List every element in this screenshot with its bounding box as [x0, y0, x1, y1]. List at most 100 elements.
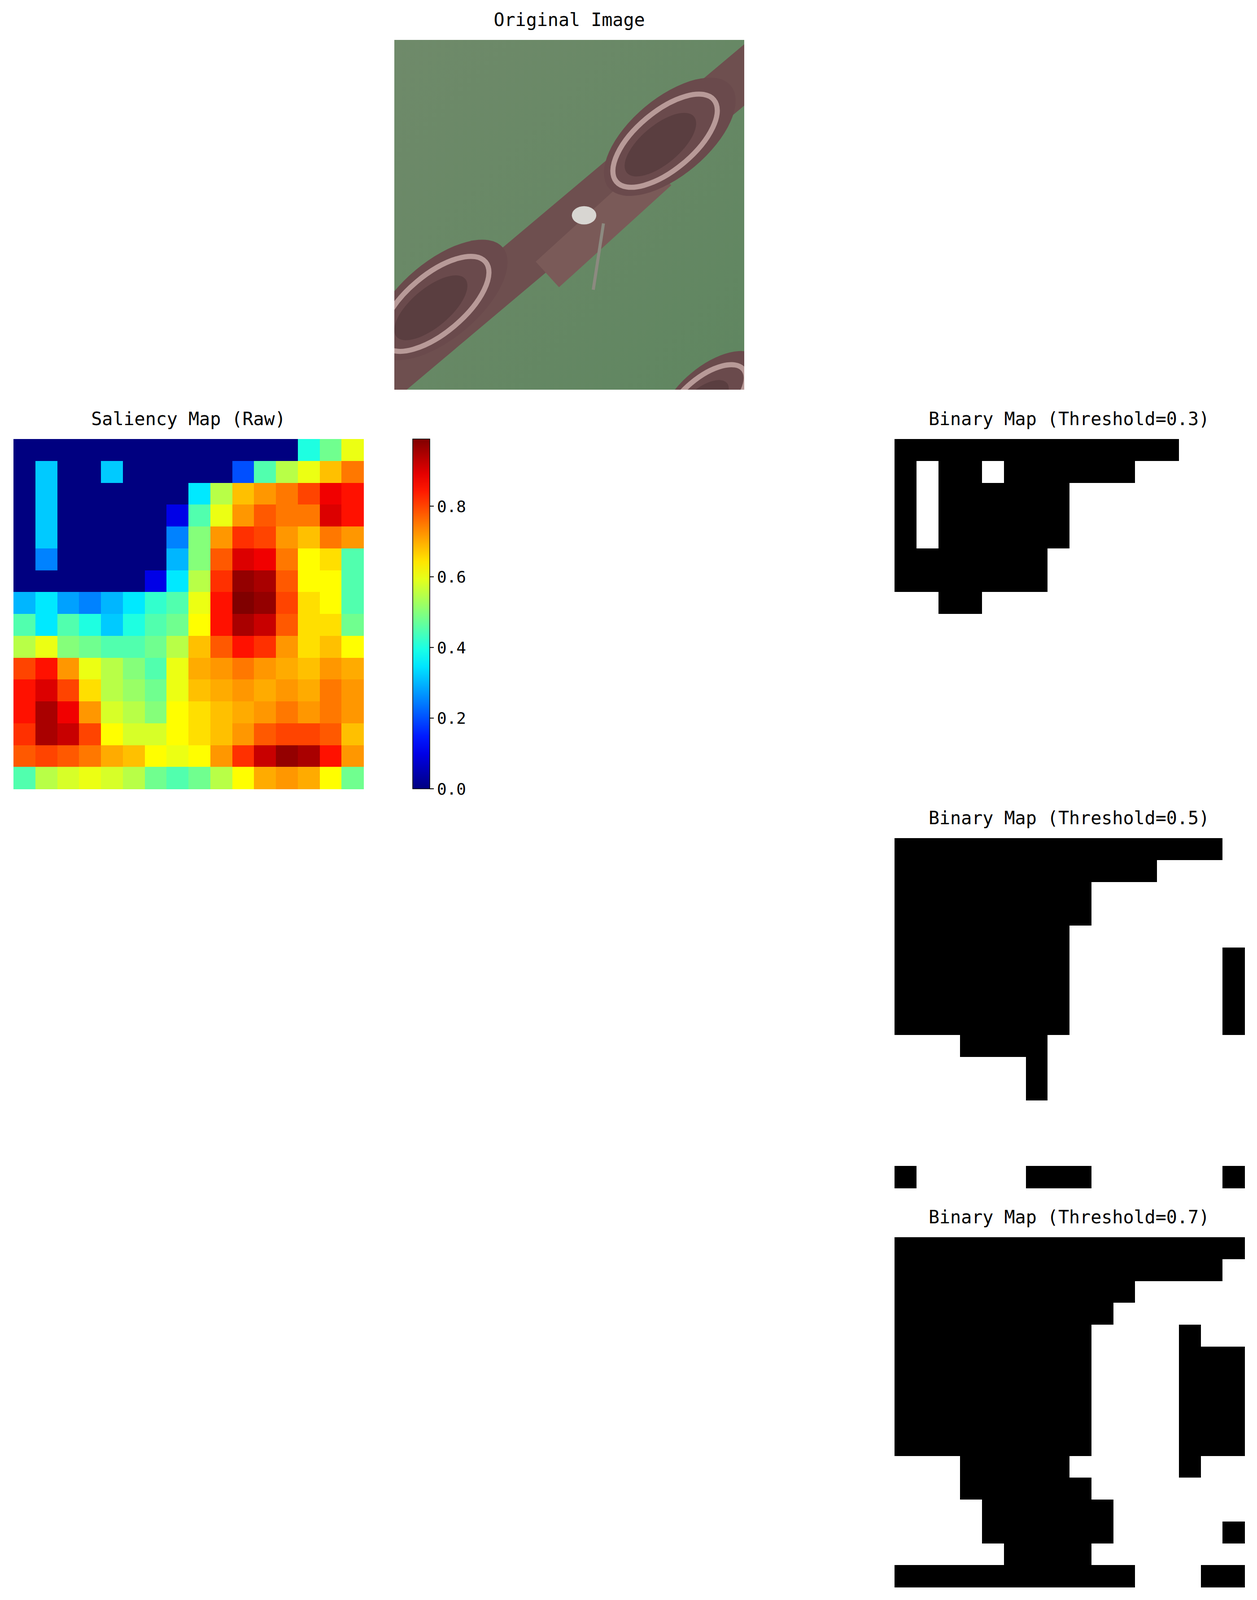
colorbar-tick [429, 506, 434, 507]
binary-cell [1134, 838, 1157, 861]
binary-cell [1222, 1347, 1245, 1370]
binary-cell [1222, 1281, 1245, 1304]
heat-cell [166, 461, 189, 484]
binary-cell [938, 882, 961, 905]
binary-cell [894, 1281, 917, 1304]
binary-cell [1200, 1259, 1223, 1282]
binary-cell [1156, 991, 1179, 1014]
binary-cell [1025, 925, 1048, 948]
heat-cell [188, 636, 211, 659]
binary-cell [1134, 947, 1157, 970]
heat-cell [341, 723, 364, 746]
binary-cell [982, 903, 1004, 926]
binary-cell [1156, 1237, 1179, 1260]
binary-cell [1200, 1565, 1223, 1588]
binary-cell [938, 570, 961, 593]
binary-cell [1134, 526, 1157, 549]
binary-cell [1156, 838, 1179, 861]
heat-cell [232, 679, 255, 702]
binary-cell [1200, 1390, 1223, 1413]
binary-cell [1200, 1434, 1223, 1457]
binary-cell [1200, 925, 1223, 948]
colorbar-tick-label: 0.2 [436, 709, 467, 728]
binary-cell [1091, 1100, 1114, 1123]
binary-cell [982, 504, 1004, 527]
panel-title: Binary Map (Threshold=0.3) [928, 408, 1210, 430]
binary-cell [1156, 1456, 1179, 1479]
binary-cell [1025, 991, 1048, 1014]
binary-cell [1222, 439, 1245, 462]
binary-cell [916, 1100, 939, 1123]
heat-cell [144, 461, 167, 484]
heat-cell [232, 592, 255, 615]
binary-cell [960, 483, 983, 506]
binary-cell [1047, 1565, 1070, 1588]
colorbar [412, 439, 430, 790]
heat-cell [210, 570, 233, 593]
binary-cell [960, 1144, 983, 1167]
heat-cell [275, 483, 298, 506]
binary-cell [1047, 592, 1070, 615]
binary-cell [1178, 1100, 1201, 1123]
binary-cell [1134, 483, 1157, 506]
heat-cell [57, 592, 80, 615]
binary-cell [1069, 679, 1092, 702]
binary-cell [1003, 1259, 1026, 1282]
binary-cell [1178, 570, 1201, 593]
binary-cell [938, 838, 961, 861]
binary-cell [1003, 1078, 1026, 1101]
binary-cell [1069, 570, 1092, 593]
heat-cell [144, 767, 167, 790]
binary-cell [1222, 1390, 1245, 1413]
binary-cell [1200, 1303, 1223, 1326]
binary-cell [1200, 1369, 1223, 1392]
panel-title: Binary Map (Threshold=0.5) [928, 807, 1210, 829]
heat-cell [319, 636, 342, 659]
binary-cell [1025, 1144, 1048, 1167]
heat-cell [144, 745, 167, 768]
binary-cell [1200, 1281, 1223, 1304]
heat-cell [253, 504, 276, 527]
binary-cell [1178, 1434, 1201, 1457]
heat-cell [144, 548, 167, 571]
binary-cell [1134, 991, 1157, 1014]
binary-cell [960, 1412, 983, 1435]
heat-cell [341, 658, 364, 681]
heat-cell [13, 483, 36, 506]
heat-cell [166, 570, 189, 593]
binary-cell [1178, 483, 1201, 506]
heat-cell [275, 614, 298, 637]
binary-cell [1178, 636, 1201, 659]
binary-cell [1178, 548, 1201, 571]
heat-cell [210, 745, 233, 768]
heat-cell [188, 483, 211, 506]
heat-cell [188, 461, 211, 484]
binary-cell [1200, 1500, 1223, 1523]
heat-cell [57, 701, 80, 724]
binary-cell [1113, 1369, 1136, 1392]
binary-cell [1156, 548, 1179, 571]
binary-cell [1069, 548, 1092, 571]
heat-cell [166, 679, 189, 702]
binary-cell [916, 1259, 939, 1282]
binary-cell [1113, 1013, 1136, 1036]
binary-cell [1091, 745, 1114, 768]
binary-cell [1003, 701, 1026, 724]
heat-cell [210, 526, 233, 549]
binary-cell [1113, 1259, 1136, 1282]
binary-cell [1113, 1565, 1136, 1588]
binary-cell [1003, 1412, 1026, 1435]
binary-cell [1003, 1166, 1026, 1189]
binary-cell [894, 1057, 917, 1080]
binary-cell [894, 1013, 917, 1036]
heat-cell [232, 483, 255, 506]
binary-cell [1113, 723, 1136, 746]
binary-cell [1091, 969, 1114, 992]
heat-cell [275, 658, 298, 681]
binary-cell [1178, 1325, 1201, 1348]
binary-cell [982, 745, 1004, 768]
binary-cell [960, 991, 983, 1014]
binary-cell [960, 1166, 983, 1189]
heat-cell [35, 636, 58, 659]
binary-cell [916, 925, 939, 948]
